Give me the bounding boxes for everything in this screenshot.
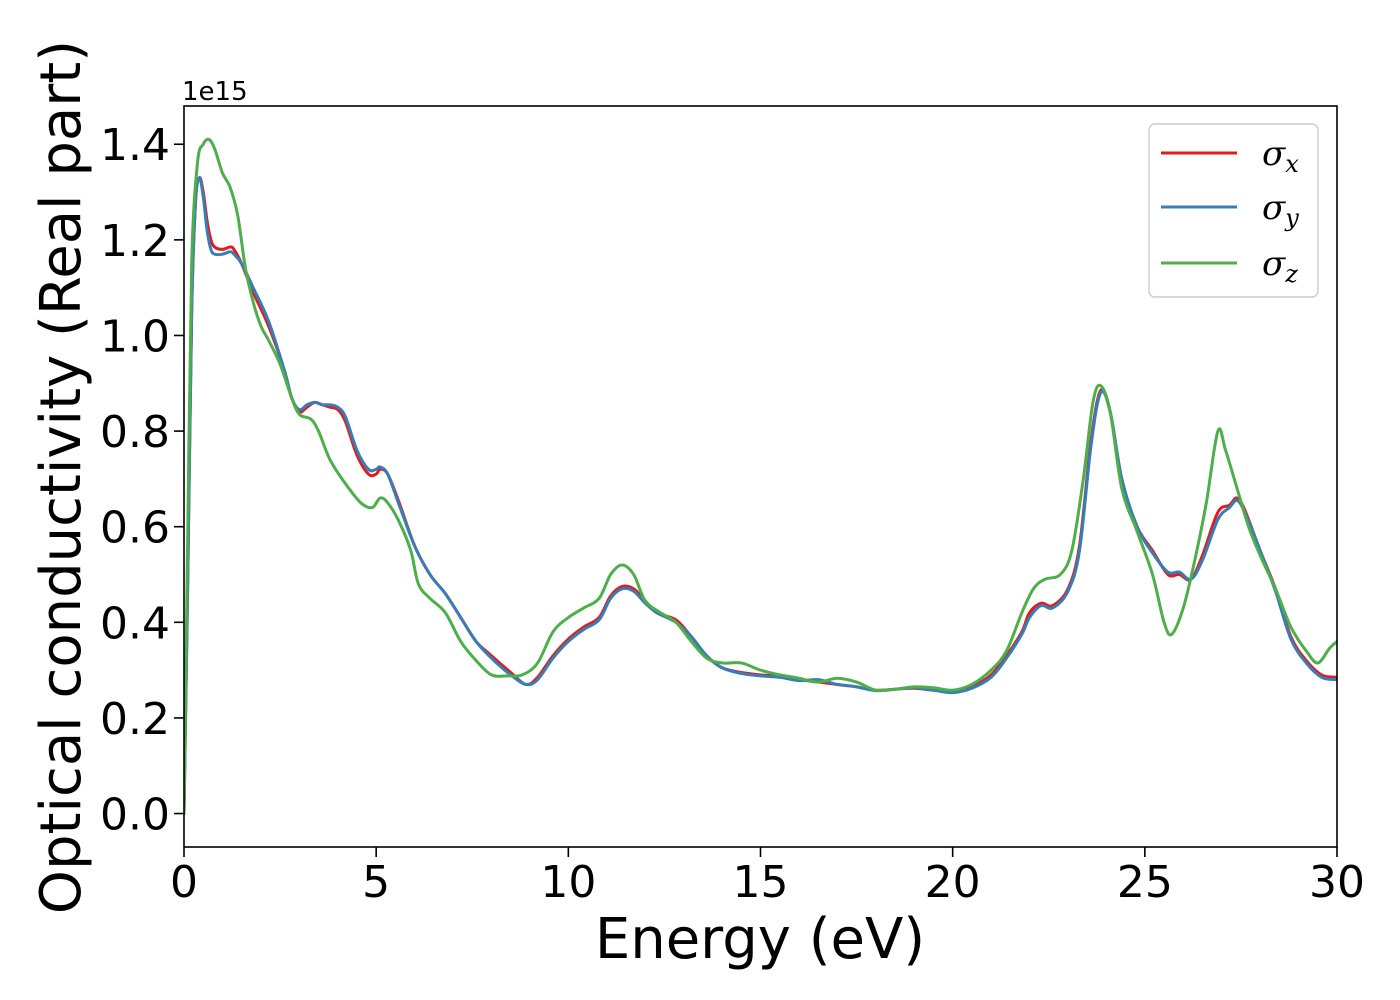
y-tick-label: 1.0 [100,311,170,362]
x-axis-label: Energy (eV) [595,907,925,972]
y-axis-label: Optical conductivity (Real part) [29,40,94,914]
x-tick-label: 30 [1309,857,1365,908]
legend-box [1148,123,1319,298]
x-tick-label: 0 [170,857,198,908]
legend: σx σy σz [1148,123,1319,298]
legend-entry-y: σy [1161,188,1299,232]
x-axis-ticks: 0 5 10 15 20 25 30 [170,847,1365,908]
series-line-y [184,176,1337,816]
y-offset-label: 1e15 [182,77,248,107]
x-tick-label: 25 [1117,857,1173,908]
x-tick-label: 10 [540,857,596,908]
y-tick-label: 0.0 [100,790,170,841]
legend-entries: σx σy σz [1161,134,1299,288]
y-tick-label: 0.2 [100,694,170,745]
x-tick-label: 15 [733,857,789,908]
y-tick-label: 1.4 [100,120,170,171]
y-axis-ticks: 0.0 0.2 0.4 0.6 0.8 1.0 1.2 1.4 [100,120,184,841]
y-tick-label: 0.8 [100,407,170,458]
y-tick-label: 0.4 [100,598,170,649]
y-tick-label: 1.2 [100,216,170,267]
legend-entry-x: σx [1161,134,1299,178]
legend-entry-z: σz [1161,244,1298,288]
series-line-z [184,137,1337,816]
legend-label: σx [1262,134,1299,178]
series-layer [184,137,1337,816]
x-tick-label: 5 [362,857,390,908]
legend-label: σy [1262,188,1299,232]
legend-label: σz [1262,244,1298,288]
y-tick-label: 0.6 [100,503,170,554]
x-tick-label: 20 [925,857,981,908]
